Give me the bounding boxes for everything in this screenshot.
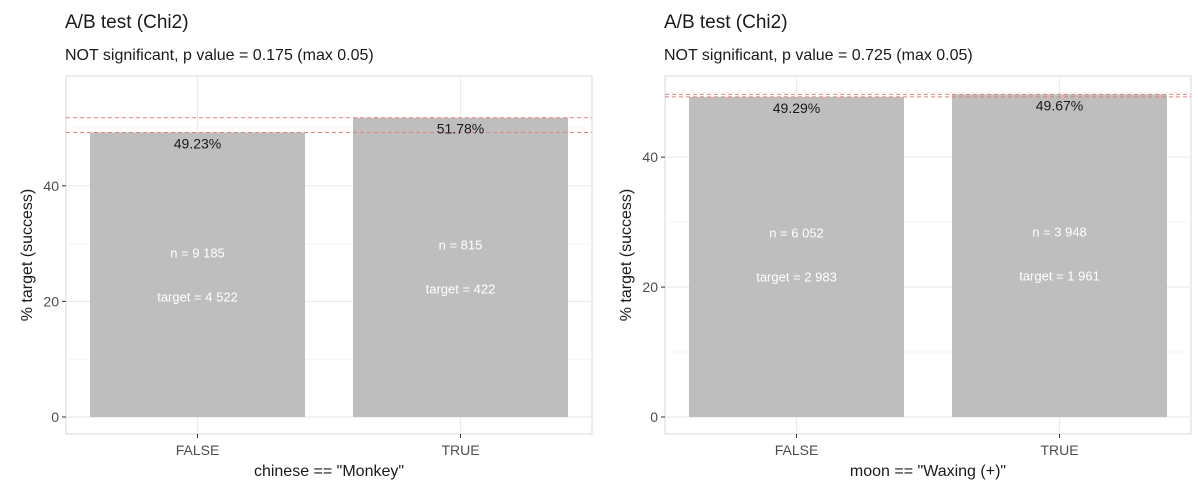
n-label: n = 6 052 bbox=[769, 226, 824, 241]
n-label: n = 3 948 bbox=[1032, 224, 1087, 239]
ab-test-panel-moon: A/B test (Chi2) NOT significant, p value… bbox=[599, 0, 1198, 492]
y-tick-label: 40 bbox=[43, 178, 59, 194]
value-label: 49.67% bbox=[1036, 97, 1083, 113]
bar-false bbox=[689, 96, 904, 417]
target-label: target = 422 bbox=[426, 281, 496, 296]
ab-test-panel-chinese: A/B test (Chi2) NOT significant, p value… bbox=[19, 12, 593, 480]
chart-title: A/B test (Chi2) bbox=[65, 12, 189, 33]
x-tick-label: FALSE bbox=[775, 442, 819, 458]
y-tick-label: 20 bbox=[642, 279, 658, 295]
y-axis-label: % target (success) bbox=[19, 188, 36, 322]
y-tick-label: 40 bbox=[642, 149, 658, 165]
n-label: n = 9 185 bbox=[170, 246, 225, 261]
y-axis-label: % target (success) bbox=[618, 188, 635, 322]
x-tick-label: TRUE bbox=[1040, 442, 1078, 458]
y-tick-label: 0 bbox=[650, 409, 658, 425]
bar-false bbox=[90, 132, 305, 417]
chart-plot-area: 0 20 40 49.29% n = 6 052 target = 2 983 49.67%… bbox=[642, 75, 1192, 458]
target-label: target = 4 522 bbox=[157, 290, 238, 305]
n-label: n = 815 bbox=[439, 237, 483, 252]
x-axis-label: chinese == "Monkey" bbox=[253, 463, 405, 480]
bar-true bbox=[353, 117, 568, 417]
chart-title: A/B test (Chi2) bbox=[664, 12, 788, 33]
bar-true bbox=[952, 94, 1167, 417]
value-label: 49.23% bbox=[174, 135, 221, 151]
x-axis-label: moon == "Waxing (+)" bbox=[849, 463, 1007, 480]
x-tick-label: TRUE bbox=[441, 442, 479, 458]
value-label: 51.78% bbox=[437, 121, 484, 137]
target-label: target = 2 983 bbox=[756, 270, 837, 285]
value-label: 49.29% bbox=[773, 100, 820, 116]
y-tick-label: 20 bbox=[43, 293, 59, 309]
target-label: target = 1 961 bbox=[1019, 268, 1100, 283]
x-tick-label: FALSE bbox=[176, 442, 220, 458]
chart-subtitle: NOT significant, p value = 0.175 (max 0.… bbox=[65, 47, 374, 64]
y-tick-label: 0 bbox=[51, 409, 59, 425]
chart-plot-area: 0 20 40 49.23% n = 9 185 target = 4 522 51.78%… bbox=[43, 75, 593, 458]
chart-subtitle: NOT significant, p value = 0.725 (max 0.… bbox=[664, 47, 973, 64]
